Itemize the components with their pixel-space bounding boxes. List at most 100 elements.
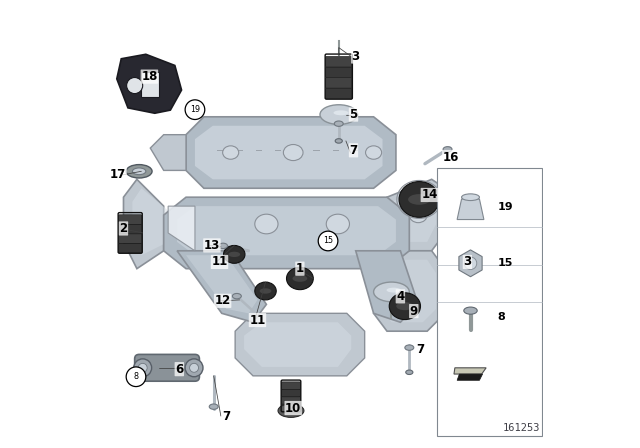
Ellipse shape — [326, 214, 349, 234]
FancyBboxPatch shape — [118, 234, 142, 243]
Text: 14: 14 — [421, 189, 438, 202]
Polygon shape — [457, 374, 483, 380]
Ellipse shape — [365, 146, 381, 159]
Polygon shape — [457, 199, 484, 220]
Circle shape — [189, 363, 198, 372]
Text: 2: 2 — [120, 222, 127, 235]
Polygon shape — [387, 179, 445, 251]
Ellipse shape — [255, 282, 276, 300]
Text: 17: 17 — [110, 168, 126, 181]
Text: 3: 3 — [463, 255, 472, 268]
Circle shape — [126, 367, 146, 387]
FancyBboxPatch shape — [326, 67, 352, 78]
FancyBboxPatch shape — [282, 396, 300, 404]
FancyBboxPatch shape — [440, 240, 464, 249]
Circle shape — [185, 100, 205, 120]
Ellipse shape — [320, 105, 358, 125]
Text: 5: 5 — [349, 108, 358, 121]
Circle shape — [464, 257, 477, 270]
Ellipse shape — [209, 404, 218, 409]
Ellipse shape — [374, 282, 410, 302]
FancyBboxPatch shape — [437, 168, 542, 436]
Text: 8: 8 — [134, 372, 138, 381]
Text: 15: 15 — [323, 237, 333, 246]
FancyBboxPatch shape — [326, 56, 352, 67]
FancyBboxPatch shape — [118, 224, 142, 234]
Text: 11: 11 — [250, 314, 266, 327]
Ellipse shape — [223, 146, 239, 159]
Polygon shape — [195, 126, 383, 179]
Polygon shape — [132, 188, 168, 255]
Polygon shape — [168, 206, 195, 251]
Ellipse shape — [132, 168, 146, 175]
Ellipse shape — [387, 288, 401, 293]
Text: 19: 19 — [497, 202, 513, 212]
Ellipse shape — [260, 289, 271, 294]
Ellipse shape — [443, 146, 452, 152]
Text: 6: 6 — [175, 362, 184, 376]
Polygon shape — [235, 313, 365, 376]
Ellipse shape — [287, 267, 314, 290]
Ellipse shape — [292, 275, 307, 282]
Ellipse shape — [464, 307, 477, 314]
Text: 7: 7 — [222, 410, 230, 423]
Polygon shape — [392, 188, 436, 242]
FancyBboxPatch shape — [440, 258, 464, 267]
Ellipse shape — [232, 293, 241, 299]
Polygon shape — [356, 251, 419, 322]
Ellipse shape — [284, 145, 303, 160]
Ellipse shape — [408, 194, 430, 205]
FancyBboxPatch shape — [282, 389, 300, 397]
Ellipse shape — [405, 345, 414, 350]
FancyBboxPatch shape — [118, 243, 142, 253]
FancyBboxPatch shape — [440, 267, 464, 277]
Ellipse shape — [410, 207, 427, 223]
Ellipse shape — [223, 246, 245, 263]
Text: 15: 15 — [497, 258, 513, 268]
Text: 12: 12 — [214, 294, 231, 307]
Polygon shape — [116, 54, 182, 113]
Ellipse shape — [335, 139, 342, 143]
Polygon shape — [150, 135, 186, 170]
Ellipse shape — [219, 243, 228, 249]
Circle shape — [127, 78, 143, 94]
FancyBboxPatch shape — [134, 354, 200, 381]
Text: 7: 7 — [349, 144, 358, 157]
FancyBboxPatch shape — [282, 382, 300, 390]
Text: 8: 8 — [497, 312, 505, 322]
Polygon shape — [383, 260, 436, 322]
Polygon shape — [177, 206, 396, 255]
Text: 7: 7 — [417, 343, 424, 356]
Text: 10: 10 — [285, 401, 301, 414]
Ellipse shape — [406, 370, 413, 375]
Ellipse shape — [399, 181, 439, 217]
Polygon shape — [164, 197, 410, 269]
Ellipse shape — [389, 293, 420, 319]
Text: 3: 3 — [351, 50, 360, 63]
Ellipse shape — [333, 110, 349, 115]
Text: 4: 4 — [396, 290, 404, 303]
Polygon shape — [244, 322, 351, 367]
FancyBboxPatch shape — [326, 78, 352, 88]
Polygon shape — [186, 117, 396, 188]
Ellipse shape — [278, 404, 304, 418]
Text: 19: 19 — [190, 105, 200, 114]
Text: 1: 1 — [296, 262, 304, 275]
Circle shape — [318, 231, 338, 251]
Text: 9: 9 — [410, 305, 418, 318]
Ellipse shape — [255, 214, 278, 234]
Polygon shape — [374, 251, 445, 331]
FancyBboxPatch shape — [118, 215, 142, 224]
Circle shape — [134, 359, 152, 377]
Polygon shape — [186, 255, 257, 313]
Polygon shape — [141, 72, 159, 97]
Polygon shape — [124, 179, 164, 269]
Circle shape — [138, 363, 147, 372]
Circle shape — [185, 359, 203, 377]
Text: 18: 18 — [141, 70, 157, 83]
Ellipse shape — [461, 194, 479, 201]
Text: 161253: 161253 — [502, 422, 540, 433]
Ellipse shape — [334, 121, 343, 126]
FancyBboxPatch shape — [326, 88, 352, 99]
Text: 13: 13 — [204, 239, 220, 252]
